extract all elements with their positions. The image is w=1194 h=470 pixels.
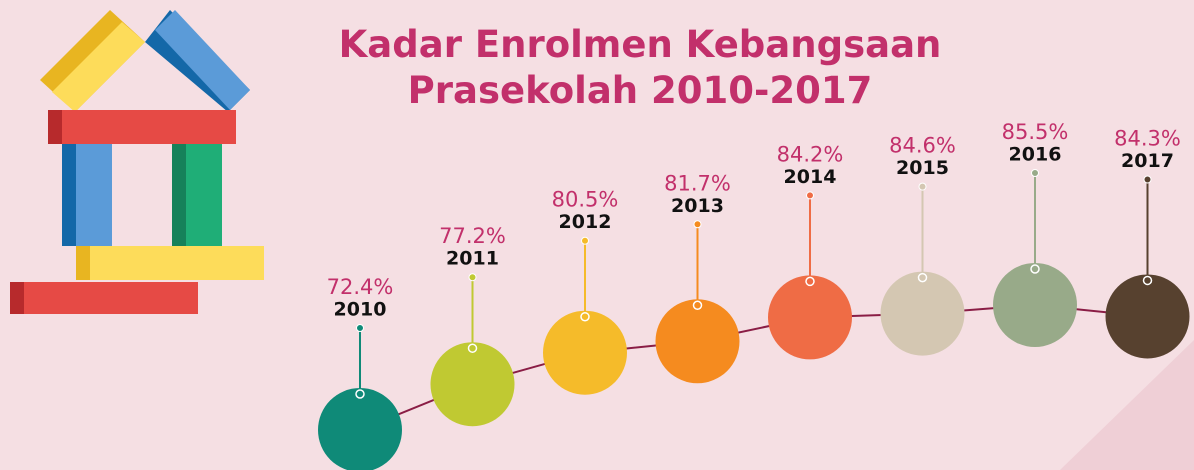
stem-dot (805, 276, 815, 287)
value-label: 85.5% (1002, 120, 1069, 144)
stem-top-dot (468, 273, 477, 282)
year-label: 2016 (1009, 144, 1062, 166)
bubble (1105, 274, 1190, 359)
stem-top-dot (581, 236, 589, 245)
stem-dot (1030, 264, 1040, 274)
stem-dot (692, 300, 703, 311)
blocks-illustration (10, 10, 264, 314)
year-label: 2013 (671, 195, 724, 217)
stem-top-dot (1143, 175, 1152, 184)
year-label: 2011 (446, 248, 499, 270)
stem-dot (917, 272, 928, 283)
value-label: 80.5% (552, 188, 619, 212)
chart-title: Kadar Enrolmen Kebangsaan Prasekolah 201… (338, 23, 942, 112)
value-label: 72.4% (327, 275, 394, 299)
bubble (318, 388, 402, 470)
year-label: 2014 (784, 166, 837, 188)
value-label: 84.6% (889, 134, 956, 158)
stem-dot (580, 311, 590, 322)
background-shape (1060, 340, 1194, 470)
year-label: 2012 (559, 211, 612, 233)
bubble (768, 275, 852, 360)
value-label: 84.3% (1114, 126, 1181, 150)
value-label: 77.2% (439, 224, 506, 248)
stem-dot (467, 343, 478, 353)
stem-dot (355, 389, 365, 399)
stem-top-dot (918, 182, 927, 191)
year-label: 2015 (896, 157, 949, 179)
stem-top-dot (693, 220, 702, 229)
stem-top-dot (806, 191, 814, 200)
stem-top-dot (1031, 169, 1039, 177)
year-label: 2010 (334, 299, 387, 321)
stem-top-dot (356, 324, 364, 332)
bubble (543, 310, 627, 395)
bubble (655, 299, 740, 384)
bubble (430, 342, 515, 427)
bubble (993, 263, 1077, 347)
value-label: 81.7% (664, 171, 731, 195)
stem-dot (1142, 275, 1153, 286)
value-label: 84.2% (777, 142, 844, 166)
year-label: 2017 (1121, 150, 1174, 172)
bubble (880, 271, 965, 356)
